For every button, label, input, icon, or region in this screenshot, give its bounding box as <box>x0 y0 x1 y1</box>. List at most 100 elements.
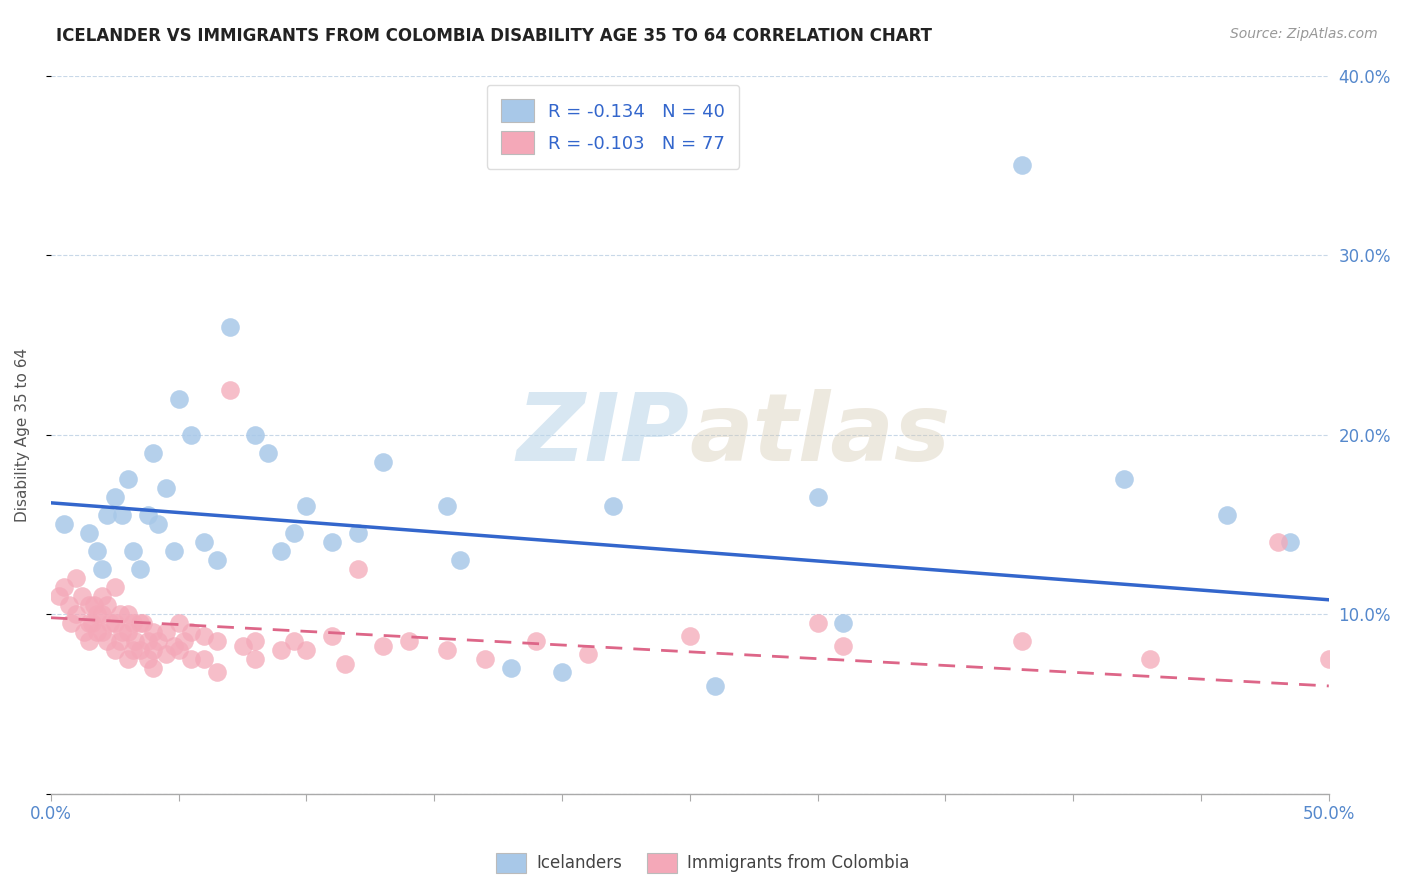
Text: ZIP: ZIP <box>517 389 690 481</box>
Point <box>257 445 280 459</box>
Point <box>129 616 152 631</box>
Point <box>77 526 100 541</box>
Point <box>52 580 75 594</box>
Point <box>52 517 75 532</box>
Text: atlas: atlas <box>690 389 950 481</box>
Point <box>205 634 228 648</box>
Point <box>576 647 599 661</box>
Point <box>91 607 114 621</box>
Point <box>321 629 343 643</box>
Point <box>167 616 190 631</box>
Point <box>398 634 420 648</box>
Legend: R = -0.134   N = 40, R = -0.103   N = 77: R = -0.134 N = 40, R = -0.103 N = 77 <box>486 85 740 169</box>
Point <box>77 616 100 631</box>
Point <box>70 589 93 603</box>
Legend: Icelanders, Immigrants from Colombia: Icelanders, Immigrants from Colombia <box>489 847 917 880</box>
Point <box>346 526 368 541</box>
Point <box>679 629 702 643</box>
Point <box>180 652 202 666</box>
Point <box>283 526 305 541</box>
Point <box>167 643 190 657</box>
Text: ICELANDER VS IMMIGRANTS FROM COLOMBIA DISABILITY AGE 35 TO 64 CORRELATION CHART: ICELANDER VS IMMIGRANTS FROM COLOMBIA DI… <box>56 27 932 45</box>
Point <box>333 657 356 672</box>
Point <box>142 661 165 675</box>
Point <box>117 473 139 487</box>
Point <box>148 517 170 532</box>
Point <box>346 562 368 576</box>
Point <box>162 640 184 654</box>
Point <box>832 616 855 631</box>
Point <box>96 634 118 648</box>
Point <box>180 625 202 640</box>
Point <box>270 643 292 657</box>
Point <box>60 616 83 631</box>
Point <box>270 544 292 558</box>
Point <box>436 500 458 514</box>
Point <box>1114 473 1136 487</box>
Point <box>704 679 727 693</box>
Point <box>104 580 127 594</box>
Point <box>108 634 131 648</box>
Point <box>371 640 394 654</box>
Point <box>108 607 131 621</box>
Point <box>121 643 143 657</box>
Point <box>136 634 159 648</box>
Point <box>245 652 267 666</box>
Point <box>173 634 195 648</box>
Point <box>121 544 143 558</box>
Point <box>65 607 87 621</box>
Point <box>1279 535 1302 549</box>
Point <box>449 553 471 567</box>
Point <box>86 625 108 640</box>
Point <box>1267 535 1289 549</box>
Point <box>807 491 830 505</box>
Point <box>155 482 177 496</box>
Point <box>86 544 108 558</box>
Point <box>121 616 143 631</box>
Point <box>807 616 830 631</box>
Point <box>1011 158 1033 172</box>
Point <box>245 634 267 648</box>
Point <box>129 643 152 657</box>
Point <box>295 500 318 514</box>
Point <box>117 607 139 621</box>
Point <box>129 562 152 576</box>
Point <box>245 427 267 442</box>
Point <box>104 643 127 657</box>
Point <box>111 625 134 640</box>
Point <box>86 607 108 621</box>
Point <box>499 661 522 675</box>
Point <box>98 616 121 631</box>
Point <box>124 634 146 648</box>
Point <box>132 616 155 631</box>
Point <box>1317 652 1340 666</box>
Point <box>104 616 127 631</box>
Point <box>58 598 80 612</box>
Point <box>83 598 105 612</box>
Point <box>48 589 70 603</box>
Point <box>436 643 458 657</box>
Point <box>136 652 159 666</box>
Point <box>117 625 139 640</box>
Y-axis label: Disability Age 35 to 64: Disability Age 35 to 64 <box>15 348 30 522</box>
Point <box>526 634 548 648</box>
Point <box>193 535 215 549</box>
Point <box>91 625 114 640</box>
Point <box>218 383 240 397</box>
Point <box>1011 634 1033 648</box>
Point <box>77 598 100 612</box>
Point <box>205 553 228 567</box>
Point <box>321 535 343 549</box>
Point <box>218 319 240 334</box>
Point <box>65 571 87 585</box>
Point <box>167 392 190 406</box>
Point <box>136 508 159 523</box>
Text: Source: ZipAtlas.com: Source: ZipAtlas.com <box>1230 27 1378 41</box>
Point <box>96 508 118 523</box>
Point <box>142 625 165 640</box>
Point <box>295 643 318 657</box>
Point <box>91 589 114 603</box>
Point <box>148 634 170 648</box>
Point <box>832 640 855 654</box>
Point <box>80 616 103 631</box>
